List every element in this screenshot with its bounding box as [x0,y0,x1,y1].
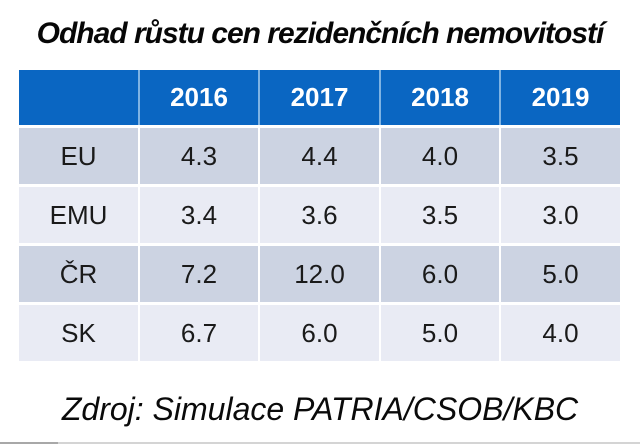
value-cell: 4.0 [501,305,620,361]
value-cell: 6.0 [260,305,379,361]
value-cell: 3.4 [140,187,258,243]
value-cell: 4.3 [140,128,258,184]
row-label-eu: EU [19,128,138,184]
header-cell-2019: 2019 [501,70,620,125]
header-cell-2016: 2016 [140,70,258,125]
data-table: 2016 2017 2018 2019 EU 4.3 4.4 4.0 3.5 E… [19,70,620,361]
value-cell: 4.0 [381,128,499,184]
value-cell: 5.0 [381,305,499,361]
value-cell: 3.5 [381,187,499,243]
table-corner-cell [19,70,138,125]
header-cell-2018: 2018 [381,70,499,125]
value-cell: 12.0 [260,246,379,302]
value-cell: 3.0 [501,187,620,243]
row-label-emu: EMU [19,187,138,243]
value-cell: 7.2 [140,246,258,302]
value-cell: 3.5 [501,128,620,184]
source-caption: Zdroj: Simulace PATRIA/CSOB/KBC [61,391,579,427]
bottom-divider [0,442,640,444]
row-label-cr: ČR [19,246,138,302]
value-cell: 4.4 [260,128,379,184]
value-cell: 6.7 [140,305,258,361]
header-cell-2017: 2017 [260,70,379,125]
value-cell: 6.0 [381,246,499,302]
row-label-sk: SK [19,305,138,361]
page-title: Odhad růstu cen rezidenčních nemovitostí [36,17,605,50]
value-cell: 5.0 [501,246,620,302]
value-cell: 3.6 [260,187,379,243]
